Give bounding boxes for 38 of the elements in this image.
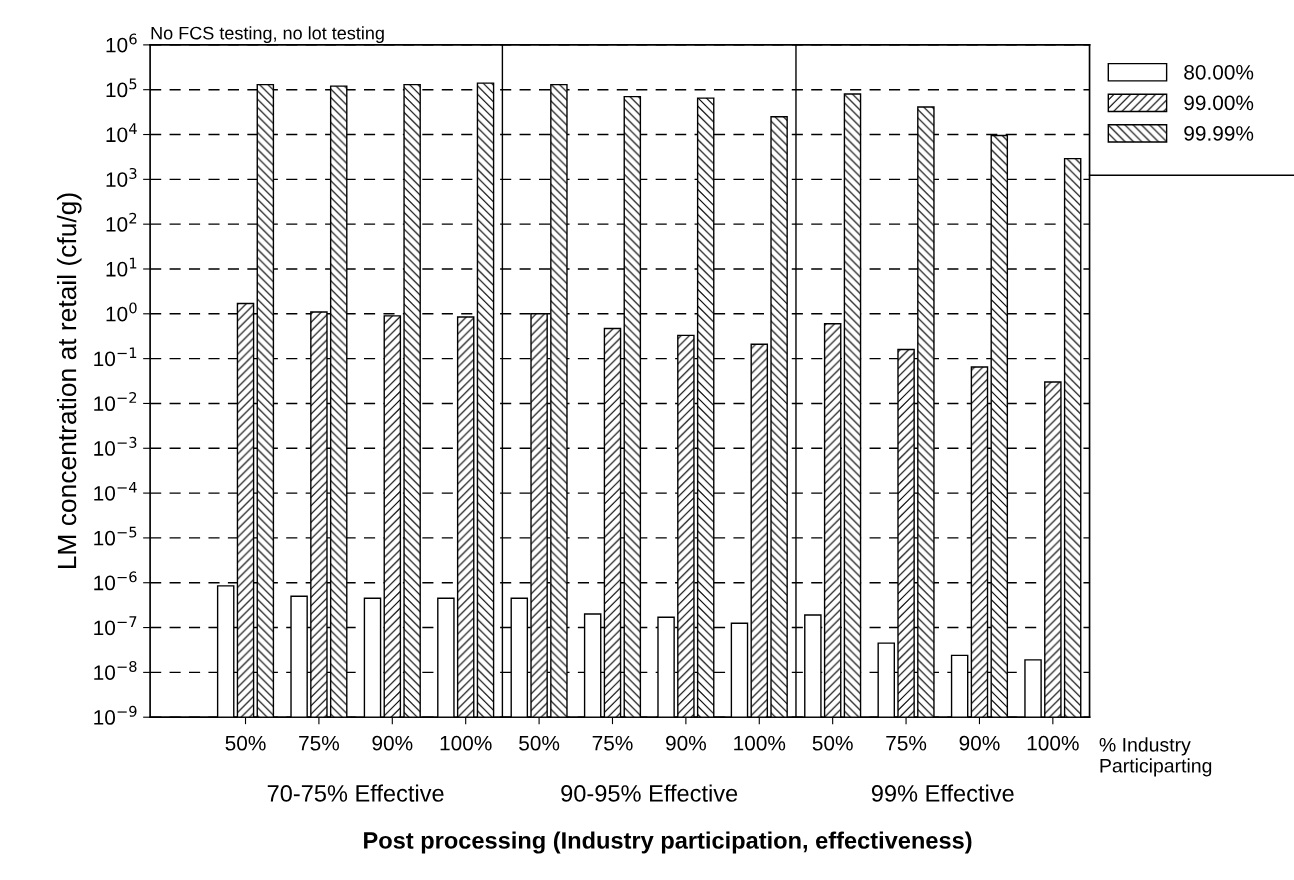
text: 70-75% Effective [267,784,444,802]
legend-label: 99.99% [1184,126,1254,141]
y-tick-label: 10$^{−8}$ [94,660,137,680]
x-tick-label: 100% [440,735,492,751]
text: 99% Effective [871,784,1014,802]
text: 90-95% Effective [561,784,738,802]
x-tick-label: 100% [734,735,786,751]
y-tick-label: 10$^{−9}$ [94,705,137,725]
y-axis-title: LM concentration at retail (cfu/g) [56,193,82,569]
y-tick-label: 10$^{5}$ [106,78,137,98]
y-tick-label: 10$^{−6}$ [94,571,137,591]
x-tick-label: 75% [299,735,340,751]
x-tick-label: 90% [372,735,413,751]
y-tick-label: 10$^{3}$ [106,167,137,187]
y-tick-label: 10$^{2}$ [106,212,137,232]
legend-label: 80.00% [1184,64,1254,80]
x-tick-label: 90% [666,735,706,751]
y-tick-label: 10$^{−5}$ [94,526,137,546]
y-tick-label: 10$^{6}$ [106,33,137,53]
x-tick-label: 75% [592,735,633,751]
x-axis-title: Post processing (Industry participation, effectiveness) [364,831,972,854]
x-tick-label: 100% [1027,735,1079,751]
y-tick-label: 10$^{−4}$ [94,481,137,501]
x-tick-label: 50% [812,735,853,751]
y-tick-label: 10$^{−3}$ [94,436,137,456]
y-tick-label: 10$^{−7}$ [94,616,137,636]
y-tick-label: 10$^{−1}$ [94,347,137,367]
y-tick-label: 10$^{0}$ [106,302,137,322]
y-tick-label: 10$^{−2}$ [94,392,137,412]
text: % Industry Participarting [1099,737,1212,777]
x-tick-label: 50% [225,735,266,751]
x-tick-label: 75% [886,735,927,751]
y-tick-label: 10$^{1}$ [106,257,137,277]
x-tick-label: 90% [959,735,1000,751]
y-tick-label: 10$^{4}$ [106,123,137,143]
chart-title: No FCS testing, no lot testing [151,26,384,44]
legend-label: 99.00% [1184,95,1254,111]
x-tick-label: 50% [519,735,560,751]
